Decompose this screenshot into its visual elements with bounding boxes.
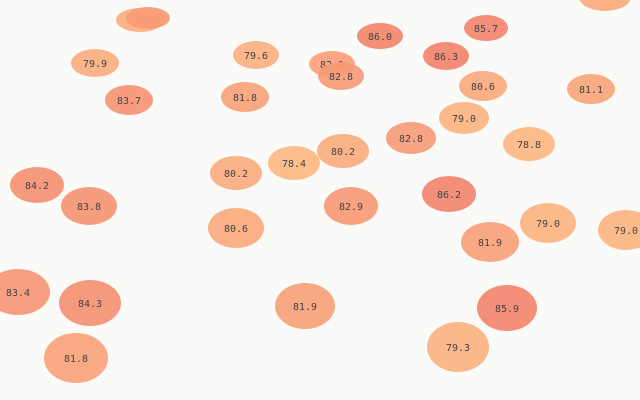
data-point: 86.0 bbox=[357, 23, 403, 49]
point-marker bbox=[427, 322, 489, 372]
point-marker bbox=[0, 269, 50, 315]
point-label: 84.2 bbox=[25, 181, 49, 192]
data-point: 84.3 bbox=[59, 280, 121, 326]
point-label: 83.4 bbox=[6, 288, 30, 299]
data-point: 79.0 bbox=[439, 102, 489, 134]
point-label: 79.3 bbox=[446, 343, 470, 354]
point-marker bbox=[221, 82, 269, 112]
data-point: 78.8 bbox=[503, 127, 555, 161]
point-label: 83.7 bbox=[117, 96, 141, 107]
point-marker bbox=[317, 134, 369, 168]
point-label: 80.6 bbox=[471, 82, 495, 93]
point-label: 81.9 bbox=[478, 238, 502, 249]
point-label: 81.8 bbox=[233, 93, 257, 104]
point-marker bbox=[324, 187, 378, 225]
point-marker bbox=[10, 167, 64, 203]
point-label: 80.2 bbox=[331, 147, 355, 158]
point-label: 85.9 bbox=[495, 304, 519, 315]
data-point: 80.6 bbox=[208, 208, 264, 248]
point-marker bbox=[61, 187, 117, 225]
point-marker bbox=[461, 222, 519, 262]
point-label: 79.0 bbox=[452, 114, 476, 125]
point-marker bbox=[357, 23, 403, 49]
data-point: 86.3 bbox=[423, 42, 469, 70]
data-point: 82.8 bbox=[386, 122, 436, 154]
data-point: 78.4 bbox=[268, 146, 320, 180]
data-point: 85.9 bbox=[477, 285, 537, 331]
point-marker bbox=[71, 49, 119, 77]
point-marker bbox=[567, 74, 615, 104]
point-marker bbox=[459, 71, 507, 101]
point-marker bbox=[520, 203, 576, 243]
point-marker bbox=[233, 41, 279, 69]
data-point: 79.0 bbox=[520, 203, 576, 243]
data-point: 81.9 bbox=[461, 222, 519, 262]
data-point: 81.9 bbox=[275, 283, 335, 329]
point-label: 84.3 bbox=[78, 299, 102, 310]
data-point: 79.0 bbox=[598, 210, 640, 250]
point-label: 79.9 bbox=[83, 59, 107, 70]
point-marker bbox=[275, 283, 335, 329]
point-marker bbox=[210, 156, 262, 190]
data-point: 79.9 bbox=[71, 49, 119, 77]
data-point: 83.7 bbox=[105, 85, 153, 115]
point-marker bbox=[44, 333, 108, 383]
data-point: 80.2 bbox=[210, 156, 262, 190]
point-label: 78.8 bbox=[517, 140, 541, 151]
point-label: 82.9 bbox=[339, 202, 363, 213]
data-point: 82.9 bbox=[324, 187, 378, 225]
point-marker bbox=[318, 62, 364, 90]
data-point: 84.2 bbox=[10, 167, 64, 203]
data-point: 81.8 bbox=[44, 333, 108, 383]
point-marker bbox=[598, 210, 640, 250]
point-marker bbox=[464, 15, 508, 41]
point-marker bbox=[503, 127, 555, 161]
data-point: 83.4 bbox=[0, 269, 50, 315]
point-label: 79.6 bbox=[244, 51, 268, 62]
point-marker bbox=[579, 0, 631, 11]
point-label: 86.2 bbox=[437, 190, 461, 201]
point-label: 81.1 bbox=[579, 85, 603, 96]
data-point: 80.2 bbox=[317, 134, 369, 168]
point-marker bbox=[386, 122, 436, 154]
point-label: 78.4 bbox=[282, 159, 306, 170]
data-point: 81.8 bbox=[221, 82, 269, 112]
point-label: 85.7 bbox=[474, 24, 498, 35]
point-label: 86.3 bbox=[434, 52, 458, 63]
point-marker bbox=[268, 146, 320, 180]
data-point: 80.6 bbox=[459, 71, 507, 101]
point-label: 80.2 bbox=[224, 169, 248, 180]
point-label: 86.0 bbox=[368, 32, 392, 43]
data-point bbox=[579, 0, 631, 11]
data-point: 85.7 bbox=[464, 15, 508, 41]
point-label: 80.6 bbox=[224, 224, 248, 235]
point-marker bbox=[208, 208, 264, 248]
point-label: 81.8 bbox=[64, 354, 88, 365]
data-point: 83.8 bbox=[61, 187, 117, 225]
point-marker bbox=[477, 285, 537, 331]
point-marker bbox=[422, 176, 476, 212]
point-label: 83.8 bbox=[77, 202, 101, 213]
data-point: 81.1 bbox=[567, 74, 615, 104]
data-point: 79.6 bbox=[233, 41, 279, 69]
point-label: 82.8 bbox=[399, 134, 423, 145]
point-marker bbox=[105, 85, 153, 115]
data-point: 82.8 bbox=[318, 62, 364, 90]
point-label: 81.9 bbox=[293, 302, 317, 313]
point-label: 79.0 bbox=[614, 226, 638, 237]
data-point: 79.3 bbox=[427, 322, 489, 372]
point-marker bbox=[439, 102, 489, 134]
point-label: 79.0 bbox=[536, 219, 560, 230]
data-point bbox=[126, 7, 170, 29]
point-marker bbox=[59, 280, 121, 326]
point-label: 82.8 bbox=[329, 72, 353, 83]
data-point: 86.2 bbox=[422, 176, 476, 212]
point-marker bbox=[126, 7, 170, 29]
point-marker bbox=[423, 42, 469, 70]
